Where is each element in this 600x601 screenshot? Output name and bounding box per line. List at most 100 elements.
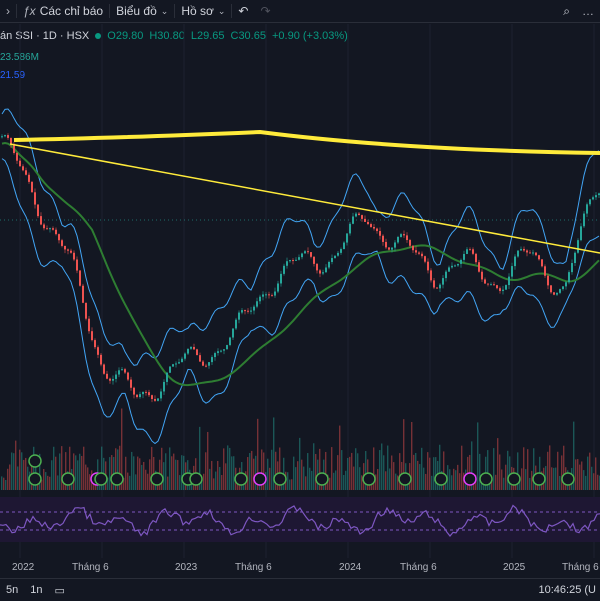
volume-bar [523, 447, 525, 490]
candle [403, 234, 405, 236]
volume-bar [135, 474, 137, 490]
volume-bar [143, 461, 145, 490]
candle [334, 255, 336, 259]
trendline[interactable] [9, 143, 600, 254]
volume-bar [499, 454, 501, 490]
volume-bar [273, 417, 275, 490]
candle [178, 362, 180, 364]
volume-bar [493, 448, 495, 490]
candle [400, 234, 402, 237]
volume-bar [249, 453, 251, 490]
candle [328, 261, 330, 268]
candle [262, 294, 264, 297]
volume-bar [75, 455, 77, 490]
volume-bar [309, 467, 311, 490]
drawn-horizontal-line[interactable] [13, 129, 600, 155]
function-icon: ƒx [23, 4, 36, 18]
volume-bar [41, 479, 43, 490]
candle [448, 267, 450, 272]
event-marker [273, 472, 287, 486]
rsi-line [0, 504, 600, 537]
volume-bar [403, 419, 405, 490]
candle [100, 354, 102, 365]
volume-bar [57, 475, 59, 490]
volume-bar [217, 460, 219, 490]
volume-bar [331, 447, 333, 490]
price-legend: án SSI · 1D · HSX O29.80 H30.80 L29.65 C… [0, 30, 348, 42]
volume-bar [501, 469, 503, 490]
volume-bar [439, 444, 441, 490]
axis-label: Tháng 6 [235, 562, 272, 573]
volume-bar [413, 454, 415, 490]
volume-bar [353, 466, 355, 490]
candle [247, 310, 249, 312]
candle [232, 328, 234, 338]
volume-bar [293, 456, 295, 490]
candle [292, 260, 294, 262]
volume-bar [229, 447, 231, 490]
volume-bar [107, 477, 109, 490]
candle [268, 294, 270, 296]
volume-bar [351, 452, 353, 490]
volume-bar [421, 447, 423, 490]
chart-menu-button[interactable]: Biểu đồ ⌄ [110, 0, 174, 22]
range-1m-button[interactable]: 1n [30, 584, 43, 596]
candle [151, 395, 153, 400]
candle [550, 285, 552, 293]
candle [520, 248, 522, 251]
volume-bar [161, 447, 163, 490]
more-button[interactable]: … [576, 0, 600, 22]
candle [517, 250, 519, 257]
event-marker [94, 472, 108, 486]
volume-bar [461, 445, 463, 490]
price-chart[interactable] [0, 0, 600, 558]
candle [349, 223, 351, 234]
candle [343, 242, 345, 250]
candle [574, 252, 576, 264]
volume-bar [313, 443, 315, 490]
expand-button[interactable]: › [0, 0, 16, 22]
volume-bar [179, 475, 181, 490]
volume-bar [517, 452, 519, 490]
indicators-button[interactable]: ƒx Các chỉ báo [17, 0, 109, 22]
candle [28, 174, 30, 182]
volume-bar [137, 456, 139, 490]
candle [19, 160, 21, 167]
volume-bar [145, 469, 147, 490]
candle [61, 240, 63, 246]
candle [124, 369, 126, 373]
volume-bar [181, 455, 183, 490]
volume-bar [13, 453, 15, 490]
range-5d-button[interactable]: 5n [6, 584, 19, 596]
volume-bar [263, 452, 265, 490]
candle [133, 387, 135, 395]
profile-menu-button[interactable]: Hồ sơ ⌄ [175, 0, 231, 22]
volume-bar [141, 464, 143, 490]
event-marker [398, 472, 412, 486]
volume-bar [415, 452, 417, 490]
volume-bar [177, 460, 179, 490]
candle [562, 286, 564, 290]
symbol-label[interactable]: án SSI · 1D · HSX [0, 30, 90, 42]
volume-bar [319, 448, 321, 490]
search-button[interactable]: ⌕ [557, 0, 576, 22]
volume-bar [55, 456, 57, 490]
candle [571, 263, 573, 273]
axis-label: 2022 [12, 562, 35, 573]
volume-bar [133, 456, 135, 490]
calendar-button[interactable]: ▭ [49, 584, 71, 597]
candle [55, 229, 57, 235]
candle [499, 288, 501, 291]
volume-bar [163, 462, 165, 490]
undo-button[interactable]: ↶ [232, 0, 254, 22]
volume-bar [519, 476, 521, 490]
volume-bar [561, 455, 563, 490]
volume-bar [345, 470, 347, 490]
candle [577, 240, 579, 253]
volume-bar [151, 446, 153, 490]
volume-bar [129, 475, 131, 490]
redo-button[interactable]: ↷ [254, 0, 276, 22]
volume-bar [311, 470, 313, 490]
candle [541, 259, 543, 267]
volume-bar [17, 466, 19, 490]
